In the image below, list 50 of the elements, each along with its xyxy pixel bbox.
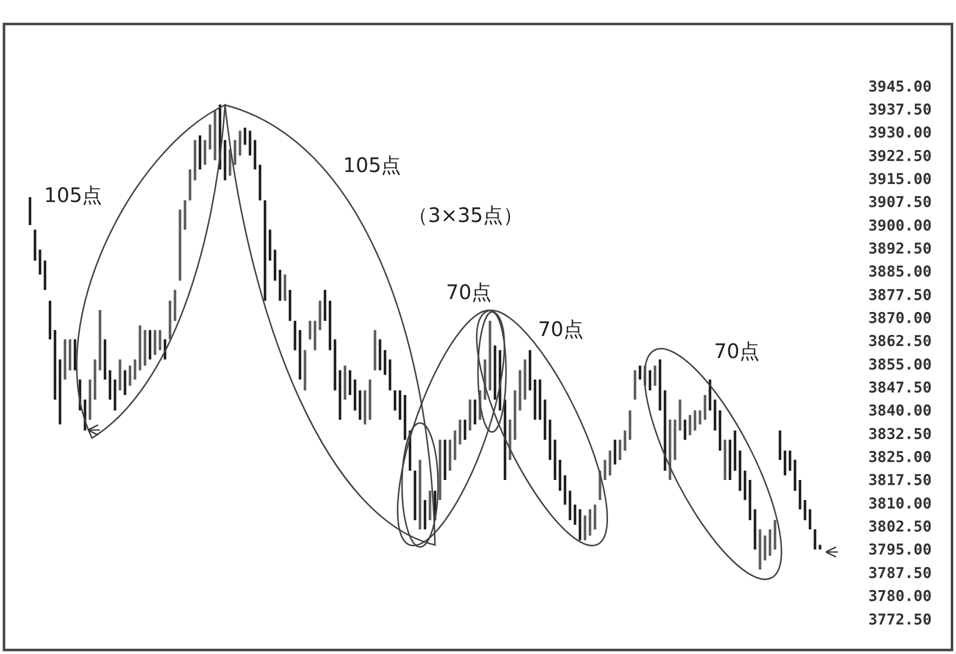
y-tick-label: 3772.50 bbox=[868, 610, 932, 628]
y-tick-label: 3780.00 bbox=[868, 587, 932, 606]
y-tick-label: 3937.50 bbox=[868, 100, 932, 118]
candlestick bbox=[814, 528, 816, 550]
candlestick bbox=[638, 365, 642, 380]
candlestick bbox=[128, 365, 132, 386]
candlestick bbox=[804, 500, 806, 521]
y-tick-label: 3900.00 bbox=[868, 216, 932, 234]
annotation: 70点 bbox=[538, 317, 584, 341]
candlestick bbox=[698, 410, 702, 425]
candlestick bbox=[618, 439, 622, 460]
candlestick bbox=[788, 450, 792, 472]
y-tick-label: 3817.50 bbox=[868, 471, 932, 490]
candlestick bbox=[464, 419, 466, 440]
y-tick-label: 3922.50 bbox=[868, 146, 932, 165]
candlestick bbox=[808, 508, 812, 530]
annotation: （3×35点） bbox=[408, 203, 523, 227]
annotation: 70点 bbox=[446, 280, 492, 304]
annotation: 105点 bbox=[343, 153, 402, 177]
y-tick-label: 3877.50 bbox=[868, 286, 932, 304]
y-tick-label: 3855.00 bbox=[868, 355, 932, 374]
y-tick-label: 3847.50 bbox=[868, 378, 932, 397]
candlestick bbox=[684, 419, 686, 440]
annotation: 70点 bbox=[714, 339, 760, 363]
y-tick-label: 3915.00 bbox=[868, 170, 932, 188]
y-tick-label: 3832.50 bbox=[868, 424, 932, 443]
candlestick bbox=[394, 390, 396, 411]
candlestick bbox=[604, 459, 606, 480]
annotation: 105点 bbox=[44, 183, 102, 207]
candlestick bbox=[654, 365, 656, 386]
y-tick-label: 3870.00 bbox=[868, 308, 932, 327]
candlestick bbox=[158, 330, 162, 351]
y-tick-label: 3840.00 bbox=[868, 402, 932, 420]
candlestick bbox=[688, 414, 692, 436]
y-tick-label: 3892.50 bbox=[868, 239, 932, 258]
y-tick-label: 3787.50 bbox=[868, 564, 932, 582]
candlestick bbox=[648, 370, 652, 391]
candlestick bbox=[574, 504, 576, 526]
y-tick-label: 3885.00 bbox=[868, 262, 932, 281]
candlestick bbox=[308, 320, 312, 340]
candlestick bbox=[244, 127, 246, 146]
y-tick-label: 3825.00 bbox=[868, 448, 932, 466]
y-tick-label: 3945.00 bbox=[868, 77, 932, 96]
y-tick-label: 3802.50 bbox=[868, 518, 932, 536]
y-tick-label: 3810.00 bbox=[868, 494, 932, 512]
candlestick bbox=[624, 430, 626, 452]
y-tick-label: 3907.50 bbox=[868, 193, 932, 212]
y-tick-label: 3795.00 bbox=[868, 540, 932, 559]
y-tick-label: 3930.00 bbox=[868, 124, 932, 142]
y-tick-label: 3862.50 bbox=[868, 332, 932, 350]
